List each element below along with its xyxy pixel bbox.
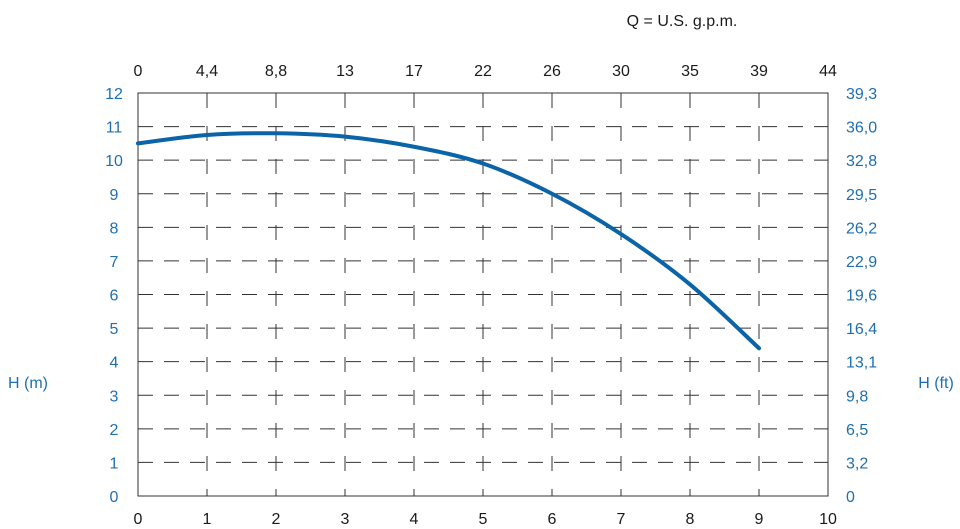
x-tick-label-top: 26 — [543, 63, 561, 80]
x-tick-label-bottom: 9 — [755, 511, 764, 528]
y-tick-label-left: 2 — [110, 422, 119, 439]
y-tick-label-right: 0 — [846, 489, 855, 506]
x-tick-label-top: 44 — [819, 63, 837, 80]
grid — [138, 93, 828, 496]
y-tick-label-right: 16,4 — [846, 321, 877, 338]
y-axis-right-label: H (ft) — [918, 375, 954, 392]
y-tick-label-left: 7 — [110, 254, 119, 271]
y-tick-label-right: 22,9 — [846, 254, 877, 271]
y-tick-label-right: 29,5 — [846, 187, 877, 204]
y-tick-label-left: 10 — [105, 153, 123, 170]
y-tick-label-left: 3 — [110, 388, 119, 405]
x-tick-label-top: 13 — [336, 63, 354, 80]
x-tick-label-top: 0 — [134, 63, 143, 80]
y-axis-right: 0 3,2 6,5 9,8 13,1 16,4 19,6 22,9 26,2 29,5 32,8 36… — [846, 86, 877, 506]
x-tick-label-top: 39 — [750, 63, 768, 80]
y-tick-label-left: 12 — [105, 86, 123, 103]
x-axis-bottom: 0 1 2 3 4 5 6 7 8 9 10 — [134, 511, 837, 528]
x-axis-top: 0 4,4 8,8 13 17 22 26 30 35 39 44 — [134, 63, 837, 80]
x-tick-label-top: 35 — [681, 63, 699, 80]
y-tick-label-left: 0 — [110, 489, 119, 506]
x-tick-label-bottom: 3 — [341, 511, 350, 528]
y-tick-label-right: 26,2 — [846, 220, 877, 237]
x-tick-label-bottom: 5 — [479, 511, 488, 528]
plot-frame — [137, 92, 829, 497]
y-tick-label-right: 36,0 — [846, 120, 877, 137]
y-tick-label-right: 19,6 — [846, 288, 877, 305]
y-tick-label-left: 1 — [110, 455, 119, 472]
y-tick-label-right: 13,1 — [846, 355, 877, 372]
x-tick-label-bottom: 10 — [819, 511, 837, 528]
y-tick-label-left: 5 — [110, 321, 119, 338]
y-tick-label-right: 9,8 — [846, 388, 868, 405]
x-tick-label-bottom: 0 — [134, 511, 143, 528]
y-tick-label-right: 3,2 — [846, 455, 868, 472]
x-tick-label-bottom: 7 — [617, 511, 626, 528]
y-tick-label-right: 32,8 — [846, 153, 877, 170]
y-tick-label-right: 6,5 — [846, 422, 868, 439]
x-tick-label-top: 8,8 — [265, 63, 287, 80]
x-tick-label-top: 30 — [612, 63, 630, 80]
y-tick-label-left: 4 — [110, 355, 119, 372]
performance-curve — [136, 131, 761, 351]
x-tick-label-bottom: 6 — [548, 511, 557, 528]
y-tick-label-right: 39,3 — [846, 86, 877, 103]
y-axis-left-label: H (m) — [8, 375, 48, 392]
y-tick-label-left: 6 — [110, 288, 119, 305]
x-tick-label-top: 4,4 — [196, 63, 218, 80]
x-tick-label-top: 22 — [474, 63, 492, 80]
x-tick-label-bottom: 8 — [686, 511, 695, 528]
x-tick-label-top: 17 — [405, 63, 423, 80]
x-tick-label-bottom: 2 — [272, 511, 281, 528]
x-axis-top-label: Q = U.S. g.p.m. — [627, 13, 738, 30]
y-tick-label-left: 11 — [106, 120, 123, 137]
x-tick-label-bottom: 4 — [410, 511, 419, 528]
y-tick-label-left: 8 — [110, 220, 119, 237]
x-tick-label-bottom: 1 — [203, 511, 212, 528]
y-tick-label-left: 9 — [110, 187, 119, 204]
